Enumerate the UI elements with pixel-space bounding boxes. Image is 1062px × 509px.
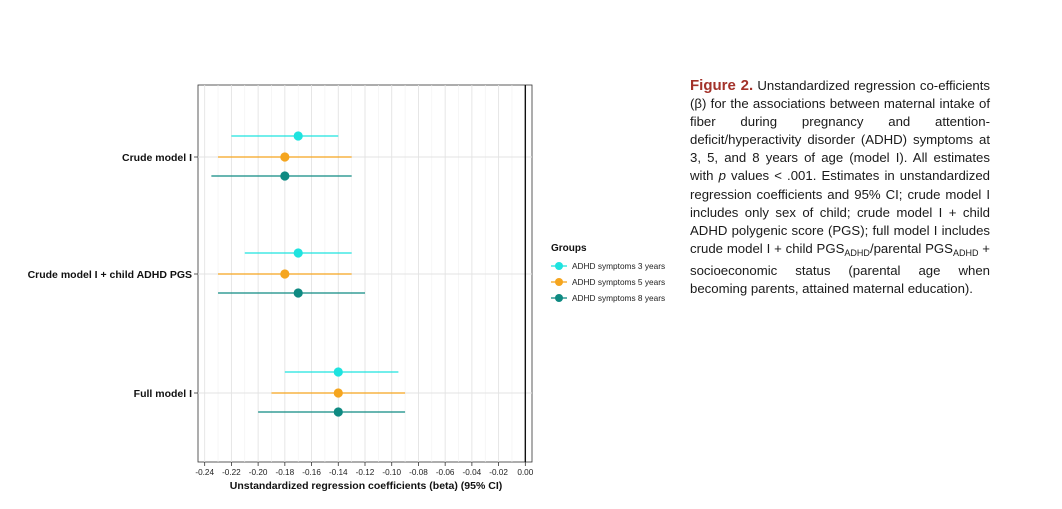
legend-label: ADHD symptoms 8 years xyxy=(572,293,665,303)
x-tick-label: -0.10 xyxy=(382,468,401,477)
legend: Groups ADHD symptoms 3 years ADHD symptom… xyxy=(551,243,665,303)
estimate-point xyxy=(293,248,303,258)
x-tick-label: -0.18 xyxy=(276,468,295,477)
data-layer xyxy=(211,131,406,417)
estimate-point xyxy=(333,388,343,398)
estimate-point xyxy=(280,171,290,181)
estimate-point xyxy=(293,131,303,141)
caption-part-1: Unstandardized regression co-efficients … xyxy=(690,78,990,184)
caption-subscript-1: ADHD xyxy=(844,247,870,258)
caption-part-4: + socioeconomic status (parental age whe… xyxy=(690,240,991,297)
forest-plot: -0.24 -0.22 -0.20 -0.18 -0.16 -0.14 -0.12 -0.10… xyxy=(28,84,665,492)
x-tick-label: -0.20 xyxy=(249,468,268,477)
estimate-point xyxy=(293,288,303,298)
y-category-label: Crude model I xyxy=(122,152,192,164)
legend-label: ADHD symptoms 5 years xyxy=(572,277,665,287)
figure-label: Figure 2. xyxy=(690,77,754,94)
estimate-point xyxy=(333,407,343,417)
caption-part-2: values < .001. Estimates in unstandardiz… xyxy=(690,168,990,256)
x-tick-label: -0.08 xyxy=(409,468,428,477)
x-tick-label: -0.14 xyxy=(329,468,348,477)
y-category-label: Crude model I + child ADHD PGS xyxy=(28,269,192,281)
caption-part-3: /parental PGS xyxy=(869,240,953,256)
legend-marker xyxy=(555,278,563,286)
x-tick-label: -0.04 xyxy=(463,468,482,477)
x-tick-label: -0.22 xyxy=(222,468,241,477)
x-tick-label: 0.00 xyxy=(517,468,533,477)
x-tick-label: -0.16 xyxy=(302,468,321,477)
estimate-point xyxy=(280,152,290,162)
x-tick-label: -0.06 xyxy=(436,468,455,477)
caption-subscript-2: ADHD xyxy=(952,247,979,258)
axis-layer: -0.24 -0.22 -0.20 -0.18 -0.16 -0.14 -0.12 -0.10… xyxy=(28,152,534,477)
legend-label: ADHD symptoms 3 years xyxy=(572,261,665,271)
estimate-point xyxy=(280,269,290,279)
caption-p-italic: p xyxy=(718,168,726,184)
x-tick-label: -0.12 xyxy=(356,468,375,477)
legend-marker xyxy=(555,262,563,270)
legend-marker xyxy=(555,294,563,302)
legend-title: Groups xyxy=(551,243,587,254)
figure-caption: Figure 2. Unstandardized regression co-e… xyxy=(690,77,990,298)
x-tick-label: -0.24 xyxy=(195,468,214,477)
y-category-label: Full model I xyxy=(134,388,192,400)
estimate-point xyxy=(333,367,343,377)
x-tick-label: -0.02 xyxy=(489,468,508,477)
x-axis-label: Unstandardized regression coefficients (… xyxy=(230,480,502,492)
